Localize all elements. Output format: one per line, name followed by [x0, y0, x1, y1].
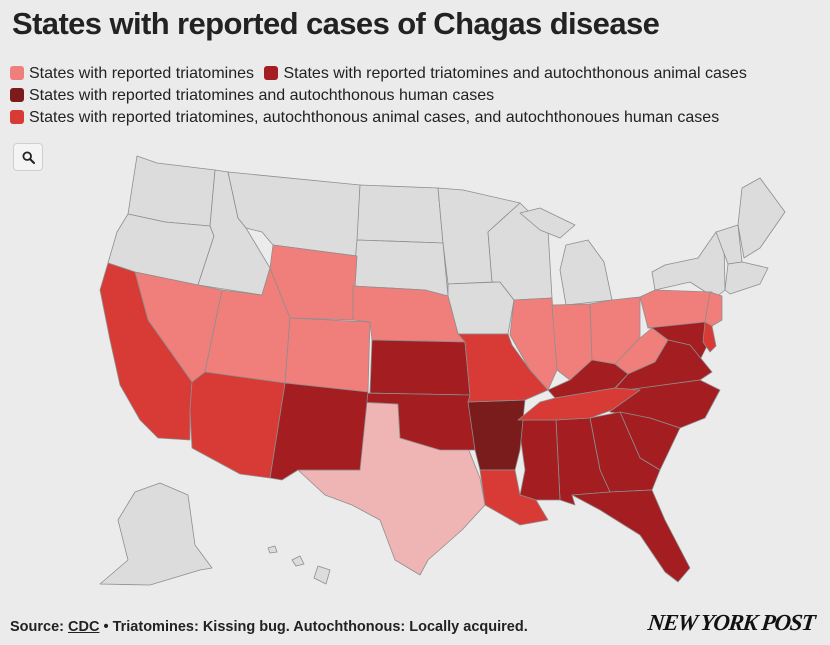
- state-new-york[interactable]: [651, 231, 726, 299]
- source-link-cdc[interactable]: CDC: [68, 619, 100, 635]
- legend-swatch-triatomines: [10, 66, 24, 80]
- legend-item-animal: States with reported triatomines and aut…: [264, 63, 747, 85]
- legend: States with reported triatomines States …: [10, 63, 820, 129]
- source-footer: Source: CDC • Triatomines: Kissing bug. …: [10, 619, 528, 635]
- state-florida[interactable]: [571, 489, 691, 583]
- state-washington[interactable]: [127, 155, 216, 227]
- zoom-button[interactable]: [13, 143, 43, 171]
- legend-item-human: States with reported triatomines and aut…: [10, 85, 494, 107]
- state-new-mexico[interactable]: [269, 382, 369, 481]
- state-kansas[interactable]: [369, 339, 471, 396]
- state-tennessee[interactable]: [517, 387, 641, 421]
- new-york-post-logo: NEW YORK POST: [646, 610, 816, 635]
- legend-label-all: States with reported triatomines, autoch…: [29, 109, 720, 126]
- legend-swatch-human: [10, 88, 24, 102]
- source-prefix: Source:: [10, 619, 69, 635]
- state-new-jersey[interactable]: [704, 291, 723, 327]
- legend-label-triatomines: States with reported triatomines: [29, 65, 254, 82]
- state-michigan[interactable]: [559, 239, 613, 306]
- legend-label-animal: States with reported triatomines and aut…: [283, 65, 747, 82]
- state-arizona[interactable]: [189, 371, 286, 479]
- state-iowa[interactable]: [447, 281, 515, 335]
- source-note: • Triatomines: Kissing bug. Autochthonou…: [99, 619, 528, 635]
- legend-item-triatomines: States with reported triatomines: [10, 63, 254, 85]
- state-missouri[interactable]: [457, 333, 549, 403]
- map-title: States with reported cases of Chagas dis…: [12, 6, 660, 41]
- state-arkansas[interactable]: [467, 399, 526, 471]
- legend-label-human: States with reported triatomines and aut…: [29, 87, 495, 104]
- state-alaska[interactable]: [99, 482, 213, 586]
- state-california[interactable]: [99, 262, 193, 441]
- state-delaware[interactable]: [702, 321, 717, 353]
- state-louisiana[interactable]: [479, 469, 549, 526]
- state-michigan-up[interactable]: [519, 207, 576, 239]
- state-colorado[interactable]: [284, 317, 371, 393]
- legend-swatch-all: [10, 110, 24, 124]
- state-new-england-south[interactable]: [724, 261, 769, 295]
- state-maine[interactable]: [737, 177, 786, 259]
- search-icon: [22, 151, 35, 164]
- state-hawaii[interactable]: [267, 545, 331, 585]
- legend-item-all: States with reported triatomines, autoch…: [10, 107, 719, 129]
- state-mississippi[interactable]: [517, 419, 561, 501]
- state-north-dakota[interactable]: [356, 184, 444, 244]
- legend-swatch-animal: [264, 66, 279, 80]
- state-wyoming[interactable]: [269, 244, 358, 321]
